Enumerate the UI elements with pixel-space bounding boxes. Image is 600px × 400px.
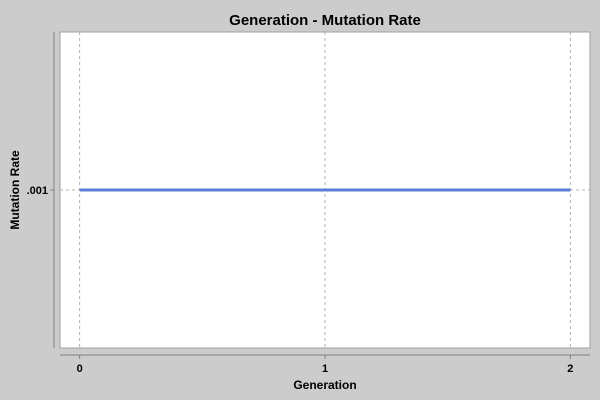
- x-axis-ticks: 0 1 2: [77, 355, 573, 375]
- y-axis-ticks: .001: [27, 185, 54, 197]
- x-axis-label: Generation: [293, 378, 356, 392]
- x-tick-label: 0: [77, 363, 83, 375]
- x-tick-label: 1: [322, 363, 328, 375]
- y-tick-label: .001: [27, 185, 48, 197]
- chart-title: Generation - Mutation Rate: [229, 12, 421, 29]
- y-axis-label: Mutation Rate: [8, 150, 22, 230]
- x-tick-label: 2: [567, 363, 573, 375]
